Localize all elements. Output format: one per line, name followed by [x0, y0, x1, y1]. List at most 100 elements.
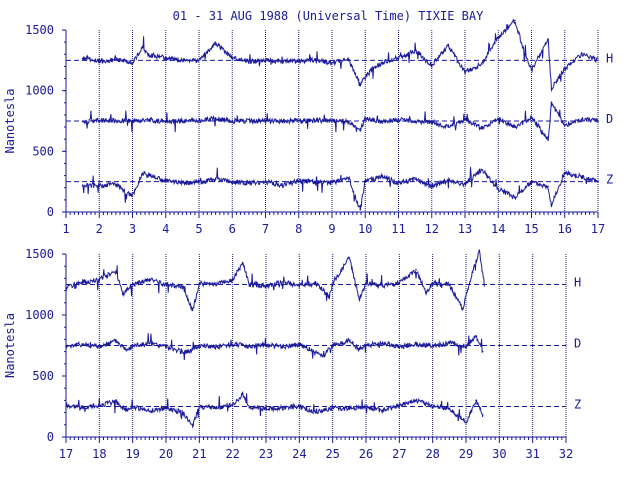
- trace-Z: [65, 390, 484, 429]
- data-point-H: [281, 60, 283, 63]
- data-point-D: [475, 334, 477, 337]
- data-point-Z: [331, 406, 334, 409]
- data-point-D: [165, 345, 167, 348]
- x-tick-label: 13: [458, 222, 472, 236]
- data-point-H: [141, 46, 144, 48]
- data-point-Z: [550, 203, 553, 206]
- data-point-Z: [281, 184, 283, 187]
- data-point-H: [430, 64, 433, 66]
- x-tick-label: 20: [159, 447, 173, 461]
- data-point-D: [131, 344, 134, 347]
- data-point-H: [471, 271, 474, 274]
- data-point-Z: [141, 172, 144, 174]
- data-point-Z: [314, 180, 317, 183]
- data-point-D: [480, 127, 483, 130]
- data-point-Z: [241, 393, 244, 396]
- data-point-D: [481, 350, 484, 353]
- data-point-D: [448, 342, 451, 344]
- data-point-Z: [530, 180, 533, 183]
- data-point-D: [164, 120, 167, 123]
- data-point-H: [65, 287, 67, 289]
- data-point-D: [214, 117, 217, 120]
- data-point-D: [331, 119, 333, 122]
- x-tick-label: 25: [325, 447, 339, 461]
- data-point-H: [131, 283, 134, 286]
- x-tick-label: 16: [558, 222, 572, 236]
- data-point-H: [365, 282, 367, 285]
- data-point-H: [425, 292, 427, 294]
- data-point-D: [447, 126, 450, 128]
- data-point-D: [359, 129, 362, 132]
- data-point-D: [464, 118, 466, 121]
- data-point-H: [115, 270, 117, 272]
- data-point-D: [365, 344, 367, 347]
- data-point-H: [248, 60, 250, 63]
- data-point-Z: [214, 178, 217, 181]
- data-point-Z: [597, 180, 599, 183]
- x-tick-label: 11: [391, 222, 405, 236]
- data-point-D: [298, 343, 301, 346]
- data-point-D: [547, 138, 549, 140]
- data-point-D: [98, 345, 101, 348]
- data-point-H: [214, 42, 217, 45]
- data-point-D: [148, 342, 151, 345]
- data-point-Z: [198, 405, 201, 408]
- data-point-Z: [131, 405, 134, 408]
- trace-D: [82, 101, 599, 142]
- data-point-H: [297, 60, 300, 62]
- data-point-Z: [475, 399, 477, 402]
- data-point-Z: [448, 408, 451, 410]
- data-point-Z: [148, 410, 151, 413]
- data-point-D: [131, 120, 134, 122]
- trace-D: [65, 333, 483, 361]
- data-point-Z: [315, 411, 317, 414]
- data-point-H: [248, 283, 251, 286]
- x-tick-label: 9: [328, 222, 335, 236]
- data-point-D: [381, 342, 384, 344]
- y-tick-label: 1000: [25, 84, 54, 98]
- x-tick-label: 22: [225, 447, 239, 461]
- data-point-D: [265, 344, 267, 346]
- data-point-D: [185, 352, 187, 354]
- data-point-D: [514, 126, 516, 128]
- data-point-D: [65, 345, 67, 347]
- data-point-H: [148, 278, 151, 281]
- data-point-D: [497, 117, 500, 120]
- data-point-H: [98, 278, 101, 281]
- data-point-Z: [181, 182, 184, 184]
- component-label-D: D: [574, 337, 581, 351]
- x-tick-label: 21: [192, 447, 206, 461]
- data-point-H: [478, 249, 481, 252]
- data-point-H: [514, 19, 516, 22]
- data-point-D: [215, 345, 217, 348]
- data-point-H: [362, 77, 365, 80]
- data-point-H: [331, 283, 334, 286]
- y-tick-label: 1000: [25, 308, 54, 322]
- data-point-H: [391, 58, 393, 60]
- data-point-Z: [398, 404, 401, 407]
- data-point-H: [431, 282, 434, 285]
- x-tick-label: 27: [392, 447, 406, 461]
- x-tick-label: 26: [359, 447, 373, 461]
- data-point-H: [398, 282, 401, 285]
- data-point-Z: [131, 195, 134, 198]
- y-axis-label: Nanotesla: [3, 313, 17, 378]
- data-point-Z: [191, 424, 194, 426]
- data-point-D: [381, 120, 383, 123]
- trace-H: [65, 249, 485, 312]
- x-tick-label: 31: [525, 447, 539, 461]
- data-point-Z: [497, 188, 500, 190]
- x-tick-label: 7: [262, 222, 269, 236]
- data-point-Z: [65, 405, 67, 408]
- data-point-Z: [447, 179, 450, 182]
- data-point-Z: [148, 174, 150, 177]
- data-point-Z: [359, 208, 362, 211]
- x-tick-label: 19: [125, 447, 139, 461]
- data-point-Z: [215, 407, 217, 410]
- data-point-H: [530, 69, 533, 71]
- data-point-H: [231, 278, 234, 281]
- data-point-H: [480, 63, 483, 65]
- data-point-Z: [331, 182, 333, 184]
